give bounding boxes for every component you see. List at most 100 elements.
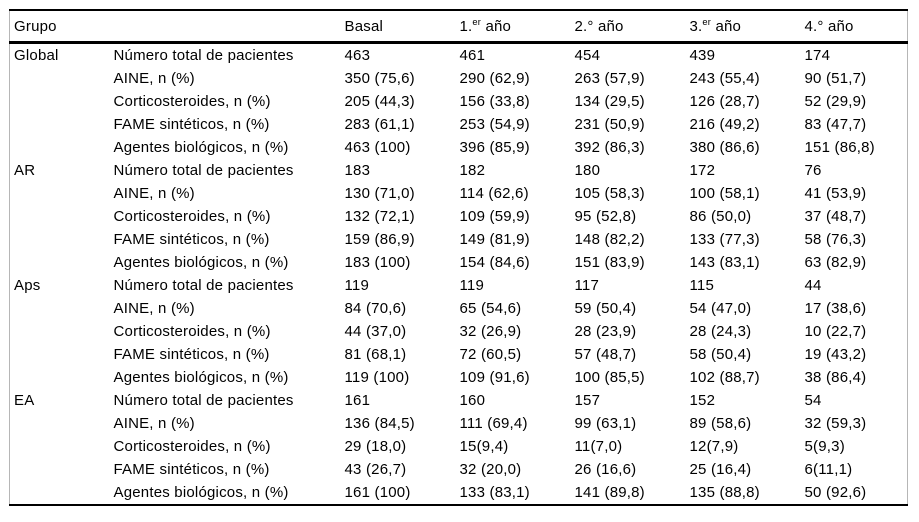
value-cell: 86 (50,0) <box>689 208 752 225</box>
group-name-cell: EA <box>14 392 35 409</box>
value-cell: 28 (24,3) <box>689 323 752 340</box>
table-row-ea-2: Corticosteroides, n (%) 29 (18,0) 15(9,4) 1… <box>10 435 908 458</box>
value-cell: 52 (29,9) <box>804 93 867 110</box>
value-cell: 32 (26,9) <box>459 323 522 340</box>
value-cell: 183 <box>344 162 371 179</box>
row-label-cell: Número total de pacientes <box>113 392 294 409</box>
value-cell: 132 (72,1) <box>344 208 415 225</box>
value-cell: 57 (48,7) <box>574 346 637 363</box>
value-cell: 350 (75,6) <box>344 70 415 87</box>
value-cell: 11(7,0) <box>574 438 623 455</box>
value-cell: 72 (60,5) <box>459 346 522 363</box>
row-label-cell: FAME sintéticos, n (%) <box>113 346 270 363</box>
row-label-cell: Número total de pacientes <box>113 162 294 179</box>
value-cell: 130 (71,0) <box>344 185 415 202</box>
value-cell: 59 (50,4) <box>574 300 637 317</box>
table-row-global-1: AINE, n (%) 350 (75,6) 290 (62,9) 263 (57,9… <box>10 67 908 90</box>
value-cell: 28 (23,9) <box>574 323 637 340</box>
value-cell: 90 (51,7) <box>804 70 867 87</box>
value-cell: 439 <box>689 47 716 64</box>
value-cell: 159 (86,9) <box>344 231 415 248</box>
column-header-6: 4.° año <box>800 10 908 44</box>
table-row-ea-3: FAME sintéticos, n (%) 43 (26,7) 32 (20,0)… <box>10 458 908 481</box>
value-cell: 6(11,1) <box>804 461 853 478</box>
value-cell: 32 (59,3) <box>804 415 867 432</box>
column-header-5: 3.er año <box>685 10 801 44</box>
column-header-0: Grupo <box>9 10 110 44</box>
value-cell: 133 (77,3) <box>689 231 760 248</box>
column-header-text: 1. <box>459 17 473 35</box>
group-name-cell <box>10 458 110 481</box>
row-label-cell: Corticosteroides, n (%) <box>113 208 271 225</box>
row-label-cell: FAME sintéticos, n (%) <box>113 231 270 248</box>
table-header-row: Grupo Basal 1.er año 2.° año 3.er año 4.° año <box>9 10 908 44</box>
value-cell: 180 <box>574 162 601 179</box>
table-header: Grupo Basal 1.er año 2.° año 3.er año 4.° año <box>9 10 908 44</box>
value-cell: 454 <box>574 47 601 64</box>
value-cell: 182 <box>459 162 486 179</box>
value-cell: 5(9,3) <box>804 438 845 455</box>
value-cell: 463 (100) <box>344 139 411 156</box>
column-header-4: 2.° año <box>570 10 686 44</box>
value-cell: 99 (63,1) <box>574 415 637 432</box>
table-row-global-2: Corticosteroides, n (%) 205 (44,3) 156 (33… <box>10 90 908 113</box>
row-label-cell: Número total de pacientes <box>113 277 294 294</box>
value-cell: 115 <box>689 277 715 294</box>
value-cell: 156 (33,8) <box>459 93 530 110</box>
group-name-cell: AR <box>14 162 36 179</box>
value-cell: 50 (92,6) <box>804 484 867 501</box>
group-name-cell <box>10 366 110 389</box>
row-label-cell: AINE, n (%) <box>113 70 195 87</box>
value-cell: 63 (82,9) <box>804 254 867 271</box>
value-cell: 290 (62,9) <box>459 70 530 87</box>
value-cell: 154 (84,6) <box>459 254 530 271</box>
group-name-cell <box>10 343 110 366</box>
value-cell: 76 <box>804 162 822 179</box>
group-name-cell <box>10 228 110 251</box>
value-cell: 392 (86,3) <box>574 139 645 156</box>
group-name-cell <box>10 136 110 159</box>
column-header-superscript: er <box>472 16 482 27</box>
value-cell: 157 <box>574 392 601 409</box>
value-cell: 119 (100) <box>344 369 410 386</box>
row-label-cell: AINE, n (%) <box>113 300 195 317</box>
group-name-cell <box>10 205 110 228</box>
group-name-cell <box>10 251 110 274</box>
patients-treatment-table: Grupo Basal 1.er año 2.° año 3.er año 4.° año… <box>9 9 908 506</box>
row-label-cell: Corticosteroides, n (%) <box>113 93 271 110</box>
table-row-global-0: Global Número total de pacientes 463 461 454… <box>10 43 908 68</box>
row-label-cell: AINE, n (%) <box>113 415 195 432</box>
value-cell: 43 (26,7) <box>344 461 407 478</box>
value-cell: 161 <box>344 392 371 409</box>
table-body: Global Número total de pacientes 463 461 454… <box>10 43 908 506</box>
table-row-ar-4: Agentes biológicos, n (%) 183 (100) 154 (8… <box>10 251 908 274</box>
value-cell: 54 (47,0) <box>689 300 752 317</box>
value-cell: 109 (59,9) <box>459 208 530 225</box>
group-name-cell <box>10 435 110 458</box>
value-cell: 135 (88,8) <box>689 484 760 501</box>
value-cell: 143 (83,1) <box>689 254 760 271</box>
table-row-global-3: FAME sintéticos, n (%) 283 (61,1) 253 (54,… <box>10 113 908 136</box>
value-cell: 148 (82,2) <box>574 231 645 248</box>
value-cell: 12(7,9) <box>689 438 739 455</box>
table-row-ea-0: EA Número total de pacientes 161 160 157 152 5… <box>10 389 908 412</box>
group-name-cell: Global <box>14 47 59 64</box>
table-row-aps-2: Corticosteroides, n (%) 44 (37,0) 32 (26,9… <box>10 320 908 343</box>
value-cell: 183 (100) <box>344 254 411 271</box>
row-label-cell: Agentes biológicos, n (%) <box>113 369 289 386</box>
value-cell: 83 (47,7) <box>804 116 867 133</box>
column-header-superscript: er <box>702 16 712 27</box>
value-cell: 283 (61,1) <box>344 116 415 133</box>
value-cell: 10 (22,7) <box>804 323 867 340</box>
value-cell: 109 (91,6) <box>459 369 530 386</box>
row-label-cell: Agentes biológicos, n (%) <box>113 484 289 501</box>
value-cell: 44 (37,0) <box>344 323 407 340</box>
value-cell: 174 <box>804 47 831 64</box>
group-name-cell <box>10 67 110 90</box>
row-label-cell: Corticosteroides, n (%) <box>113 438 271 455</box>
value-cell: 161 (100) <box>344 484 411 501</box>
table-row-ar-0: AR Número total de pacientes 183 182 180 172 7… <box>10 159 908 182</box>
table-row-ar-1: AINE, n (%) 130 (71,0) 114 (62,6) 105 (58,3… <box>10 182 908 205</box>
value-cell: 58 (50,4) <box>689 346 752 363</box>
value-cell: 65 (54,6) <box>459 300 522 317</box>
